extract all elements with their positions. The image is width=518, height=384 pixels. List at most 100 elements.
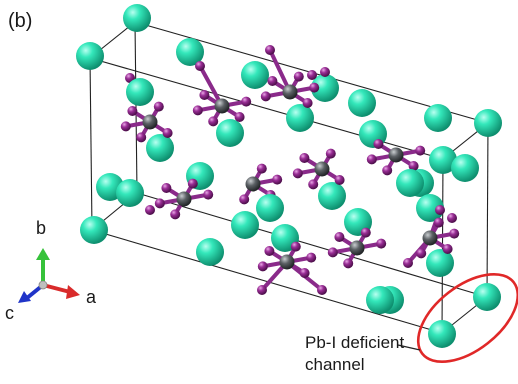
iodide-atom — [442, 244, 453, 254]
cation-atom — [473, 283, 501, 311]
iodide-atom — [435, 205, 445, 215]
iodide-atom — [415, 145, 426, 156]
cation-atom — [416, 194, 444, 222]
lead-atom — [245, 176, 261, 192]
axis-c-label: c — [5, 303, 14, 323]
cation-atom — [80, 216, 108, 244]
axis-a-label: a — [86, 287, 97, 307]
axis-a-head — [66, 285, 80, 299]
iodide-atom — [192, 105, 203, 116]
cation-atom — [196, 238, 224, 266]
cation-atom — [126, 78, 154, 106]
pb-i-bond — [268, 48, 292, 94]
iodide-atom — [327, 247, 338, 258]
iodide-atom — [257, 285, 267, 295]
lead-atom — [388, 147, 404, 163]
cation-atom — [116, 179, 144, 207]
iodide-atom — [187, 178, 198, 189]
iodide-atom — [416, 248, 427, 259]
iodide-atom — [408, 161, 419, 171]
iodide-atom — [299, 268, 310, 278]
cation-atom — [348, 89, 376, 117]
iodide-atom — [325, 148, 336, 159]
cation-atom — [286, 104, 314, 132]
cation-atom — [76, 42, 104, 70]
cation-atom — [241, 61, 269, 89]
cation-atom — [474, 109, 502, 137]
iodide-atom — [309, 82, 320, 93]
lead-atom — [142, 114, 158, 130]
iodide-atom — [334, 232, 345, 242]
cation-atom — [426, 249, 454, 277]
axis-c-head — [18, 291, 31, 303]
lead-atom — [176, 191, 192, 207]
iodide-atom — [127, 106, 138, 116]
iodide-atom — [447, 213, 457, 223]
axis-b-label: b — [36, 218, 47, 238]
iodide-atom — [267, 76, 278, 86]
iodide-atom — [265, 45, 275, 55]
lead-atom — [422, 230, 438, 246]
cation-atom — [424, 104, 452, 132]
lead-atom — [214, 98, 230, 114]
panel-label: (b) — [8, 10, 33, 32]
iodide-atom — [154, 198, 165, 209]
iodide-atom — [239, 194, 250, 205]
cation-atom — [396, 169, 424, 197]
axis-triad — [18, 248, 80, 303]
channel-annotation: Pb-I deficient channel — [305, 332, 425, 376]
iodide-atom — [302, 98, 313, 108]
iodide-atom — [161, 183, 172, 193]
iodide-atom — [136, 132, 147, 143]
cation-atom — [366, 286, 394, 314]
cation-atom — [176, 38, 204, 66]
iodide-atom — [203, 189, 214, 200]
atoms — [76, 4, 502, 348]
iodide-atom — [306, 252, 317, 263]
iodide-atom — [382, 165, 393, 176]
cation-atom — [318, 182, 346, 210]
iodide-atom — [241, 96, 252, 107]
annotation-line-2: channel — [305, 355, 365, 374]
iodide-atom — [376, 238, 387, 249]
lead-atom — [314, 161, 330, 177]
iodide-atom — [360, 227, 371, 238]
annotation-line-1: Pb-I deficient — [305, 333, 405, 352]
channel-highlight — [416, 272, 518, 364]
cation-atom — [256, 194, 284, 222]
lead-atom — [349, 240, 365, 256]
iodide-atom — [272, 174, 283, 185]
axis-b-head — [36, 248, 50, 260]
axis-origin — [38, 280, 48, 290]
iodide-atom — [260, 91, 271, 102]
annotation-leader — [397, 344, 421, 351]
iodide-atom — [234, 112, 245, 122]
iodide-atom — [162, 128, 173, 138]
cation-atom — [428, 320, 456, 348]
iodide-atom — [256, 163, 267, 174]
iodide-atom — [320, 67, 330, 77]
cation-atom — [231, 211, 259, 239]
iodide-atom — [373, 139, 384, 149]
axis-a-arrow — [42, 283, 71, 294]
cation-atom — [146, 134, 174, 162]
cation-atom — [216, 119, 244, 147]
iodide-atom — [290, 241, 301, 252]
cation-atom — [451, 154, 479, 182]
iodide-atom — [120, 121, 131, 132]
iodide-atom — [208, 116, 219, 127]
iodide-atom — [292, 168, 303, 179]
iodide-atom — [199, 90, 210, 100]
cation-atom — [123, 4, 151, 32]
iodide-atom — [145, 205, 155, 215]
iodide-atom — [153, 101, 164, 112]
cation-atom — [429, 146, 457, 174]
iodide-atom — [403, 258, 413, 268]
iodide-atom — [317, 285, 327, 295]
pb-i-bond — [198, 64, 224, 108]
iodide-atom — [308, 179, 319, 190]
iodide-atom — [334, 175, 345, 185]
iodide-atom — [195, 61, 205, 71]
lead-atom — [279, 254, 295, 270]
